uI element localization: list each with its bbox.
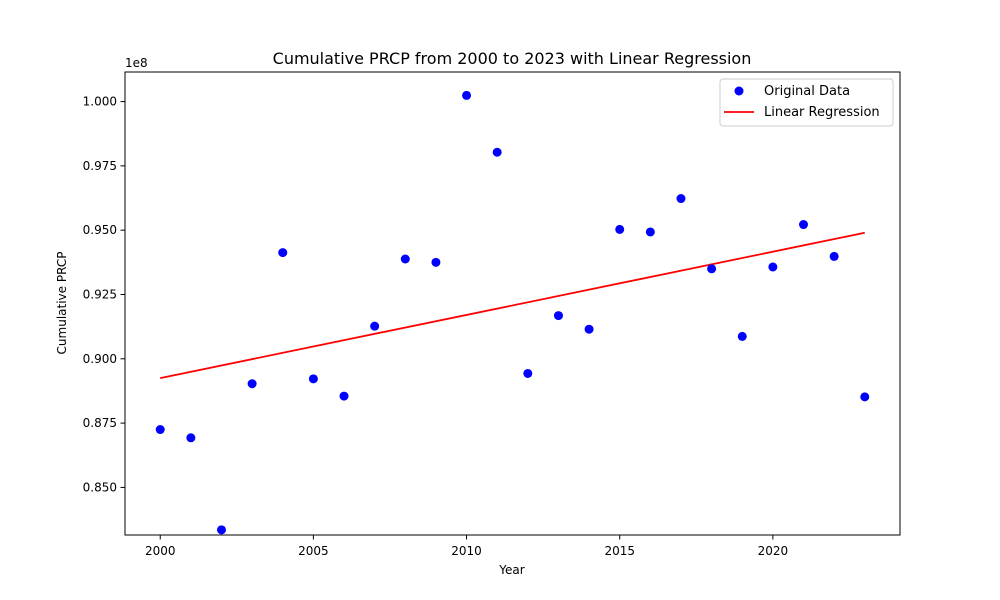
y-tick-label: 0.875 bbox=[83, 416, 117, 430]
y-tick-label: 0.975 bbox=[83, 159, 117, 173]
y-tick-label: 0.850 bbox=[83, 480, 117, 494]
data-point bbox=[308, 374, 318, 384]
data-point bbox=[584, 324, 594, 334]
y-tick-label: 0.900 bbox=[83, 352, 117, 366]
data-point bbox=[768, 262, 778, 272]
data-point bbox=[860, 392, 870, 402]
x-tick-label: 2005 bbox=[298, 544, 329, 558]
data-point bbox=[707, 264, 717, 274]
y-tick-label: 1.000 bbox=[83, 95, 117, 109]
x-tick-label: 2010 bbox=[451, 544, 482, 558]
data-point bbox=[216, 525, 226, 535]
data-point bbox=[799, 220, 809, 230]
legend-box bbox=[719, 78, 894, 127]
data-point bbox=[370, 321, 380, 331]
legend: Original Data Linear Regression bbox=[719, 78, 894, 127]
data-point bbox=[553, 311, 563, 321]
data-point bbox=[155, 425, 165, 435]
x-tick-label: 2015 bbox=[604, 544, 635, 558]
data-point bbox=[615, 224, 625, 234]
data-point bbox=[645, 227, 655, 237]
data-point bbox=[462, 90, 472, 100]
plot-area bbox=[155, 90, 870, 535]
x-tick-label: 2020 bbox=[758, 544, 789, 558]
plot-frame bbox=[124, 71, 901, 536]
data-point bbox=[400, 254, 410, 264]
y-offset-label: 1e8 bbox=[125, 56, 148, 70]
y-tick-label: 0.950 bbox=[83, 223, 117, 237]
regression-line bbox=[160, 231, 865, 379]
data-point bbox=[676, 194, 686, 204]
y-axis: 0.850 0.875 0.900 0.925 0.950 0.975 1.000 bbox=[83, 95, 125, 494]
legend-marker-original-data bbox=[734, 86, 744, 96]
x-axis-label: Year bbox=[498, 563, 524, 577]
data-point bbox=[339, 391, 349, 401]
data-point bbox=[247, 379, 257, 389]
data-point bbox=[278, 248, 288, 258]
data-point bbox=[186, 433, 196, 443]
legend-label-linear-regression: Linear Regression bbox=[764, 105, 880, 120]
data-point bbox=[737, 331, 747, 341]
data-point bbox=[431, 257, 441, 267]
x-axis: 2000 2005 2010 2015 2020 bbox=[145, 535, 788, 558]
chart-title: Cumulative PRCP from 2000 to 2023 with L… bbox=[273, 49, 752, 68]
legend-label-original-data: Original Data bbox=[764, 84, 850, 99]
data-point bbox=[829, 251, 839, 261]
data-point bbox=[492, 147, 502, 157]
x-tick-label: 2000 bbox=[145, 544, 176, 558]
y-axis-label: Cumulative PRCP bbox=[55, 252, 69, 355]
y-tick-label: 0.925 bbox=[83, 287, 117, 301]
data-point bbox=[523, 368, 533, 378]
